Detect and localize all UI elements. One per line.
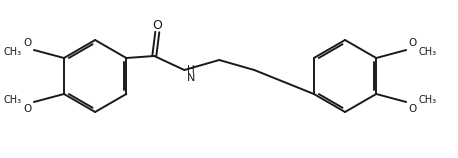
Text: CH₃: CH₃ [418,95,436,105]
Text: CH₃: CH₃ [4,95,22,105]
Text: O: O [24,104,32,114]
Text: O: O [408,104,416,114]
Text: N: N [187,73,196,83]
Text: CH₃: CH₃ [4,47,22,57]
Text: H: H [187,65,195,75]
Text: O: O [24,38,32,48]
Text: CH₃: CH₃ [418,47,436,57]
Text: O: O [408,38,416,48]
Text: O: O [153,18,162,31]
